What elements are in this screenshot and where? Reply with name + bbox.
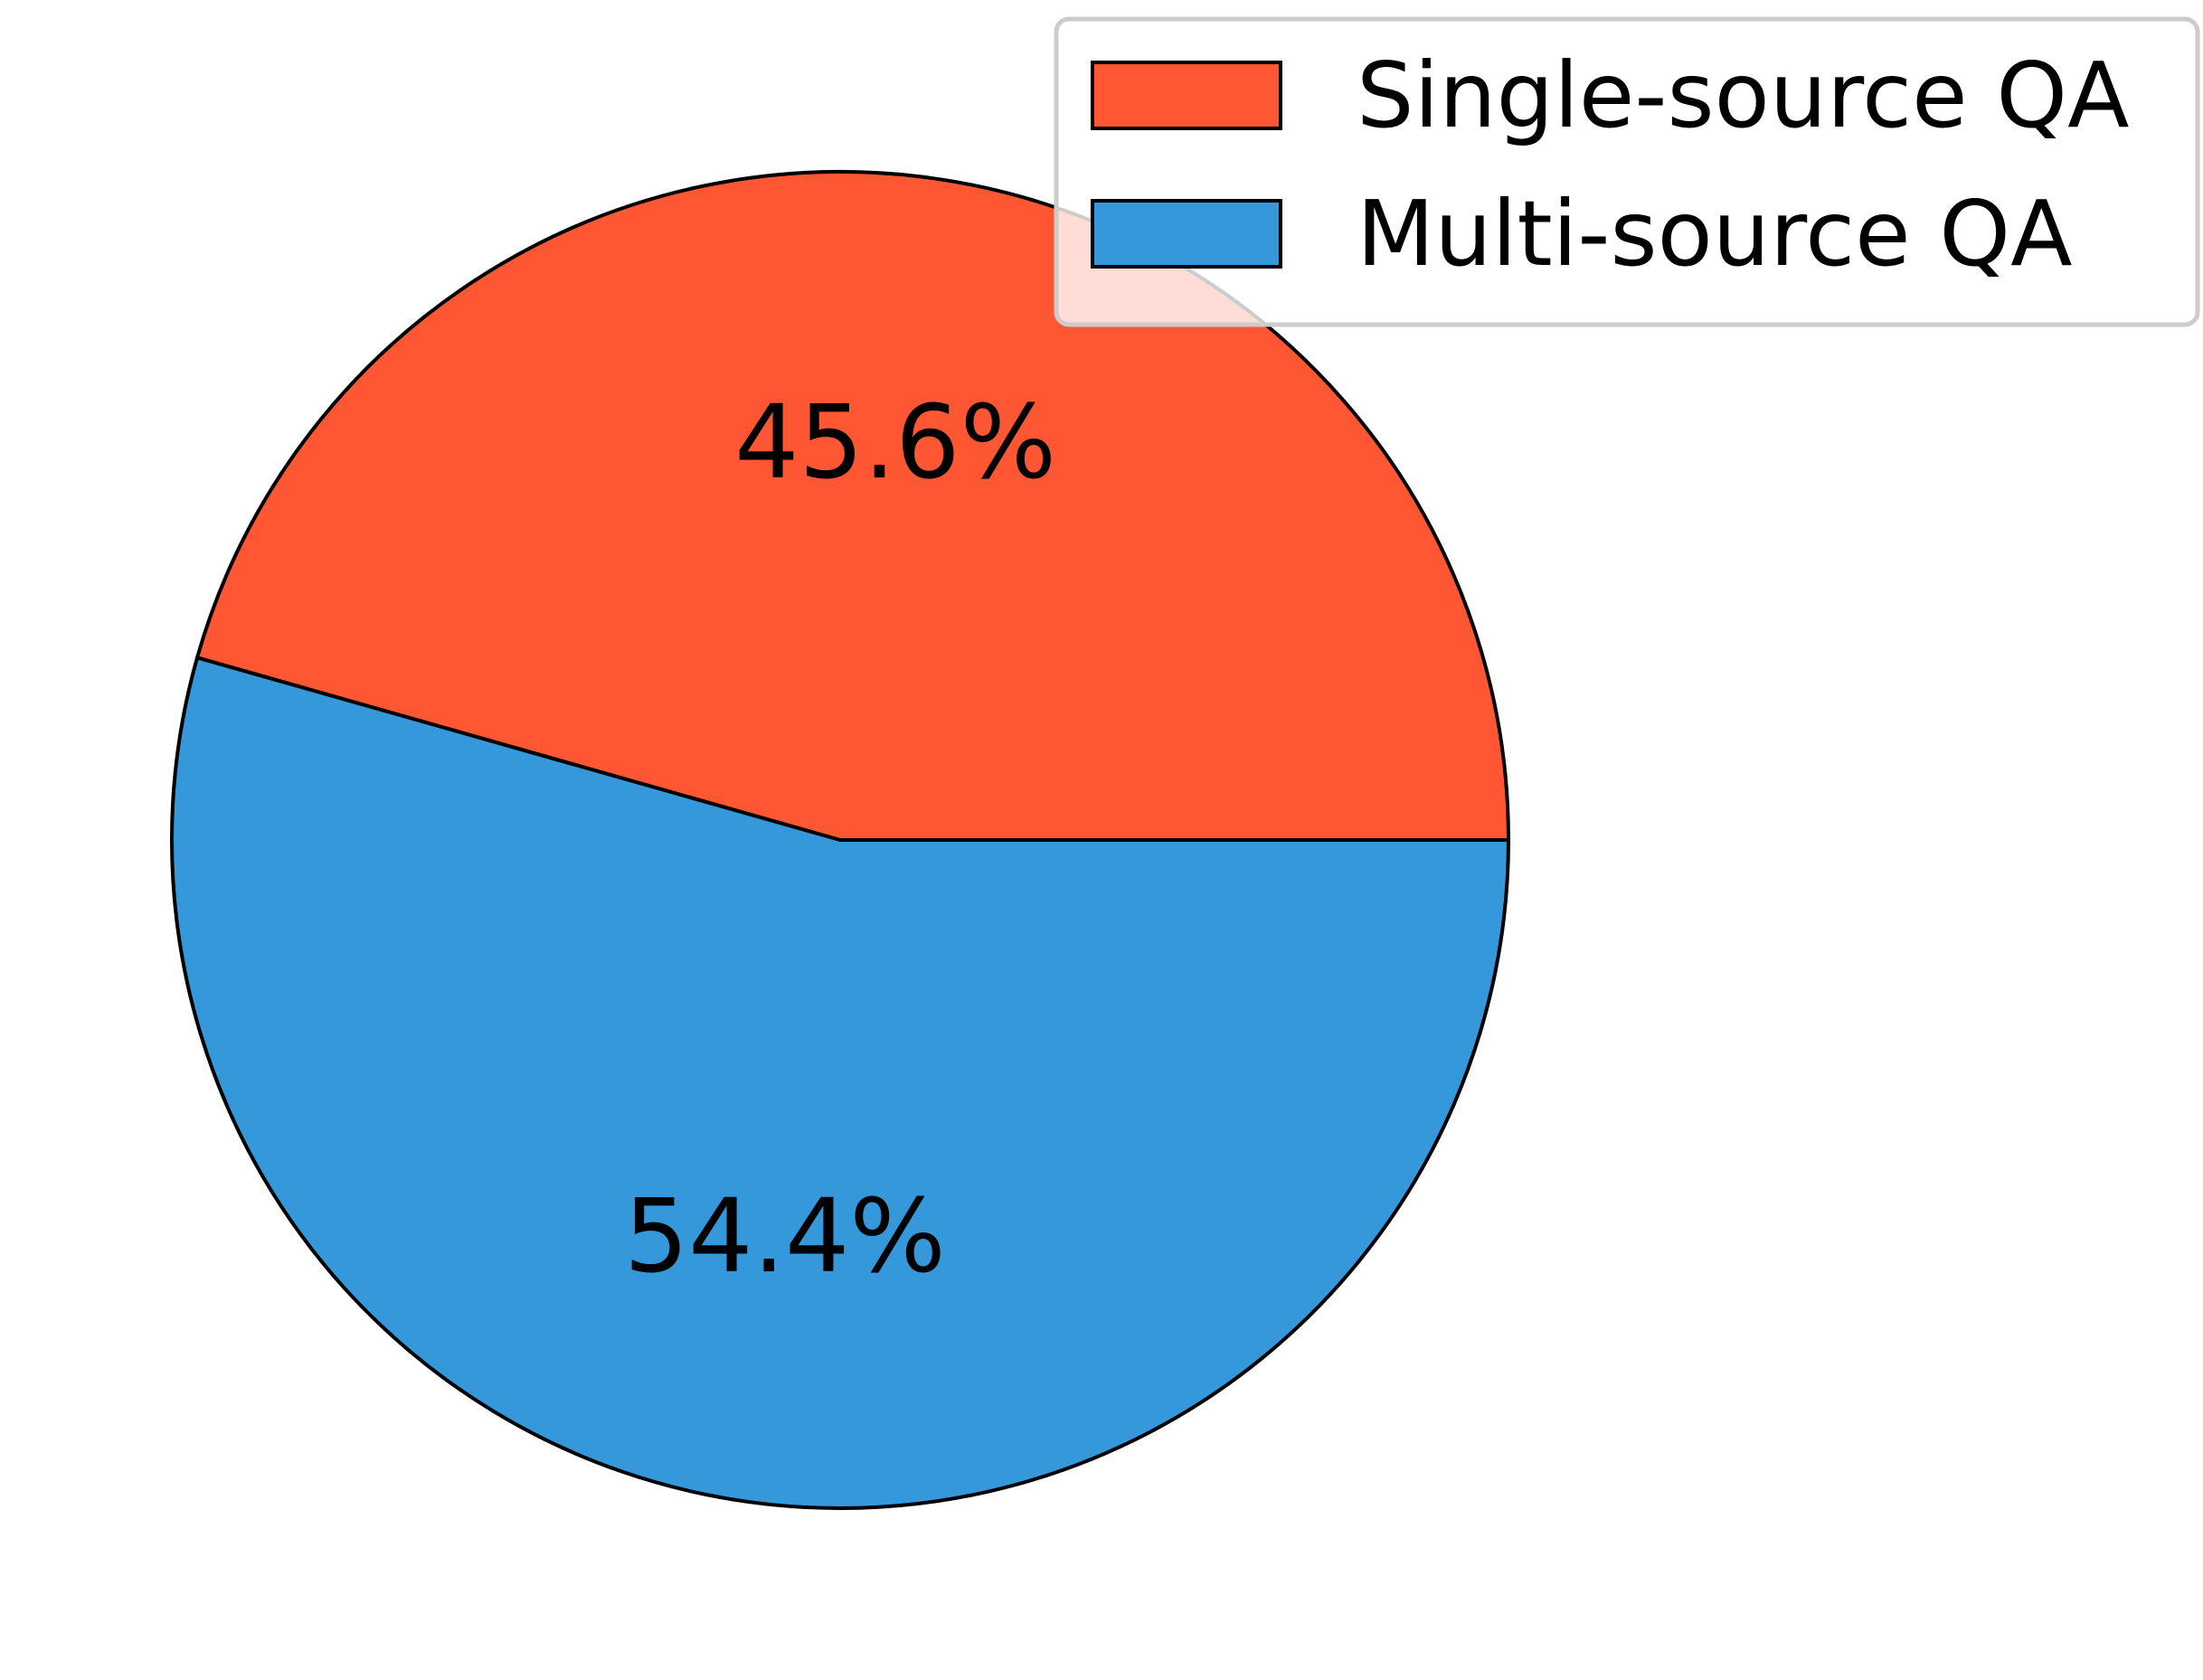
pie-slice-single-source-qa	[195, 170, 1510, 842]
legend: Single-source QA Multi-source QA	[1054, 16, 2200, 327]
legend-label-multi-source: Multi-source QA	[1357, 181, 2073, 287]
legend-label-single-source: Single-source QA	[1357, 42, 2130, 148]
pie-percent-label-0: 45.6%	[734, 384, 1056, 502]
pie-slice-multi-source-qa	[170, 656, 1510, 1510]
legend-swatch-multi-source	[1091, 199, 1282, 269]
pie-percent-labels: 45.6% 54.4%	[624, 384, 1056, 1296]
pie-percent-label-1: 54.4%	[624, 1178, 946, 1296]
legend-swatch-single-source	[1091, 61, 1282, 130]
legend-frame	[1054, 16, 2200, 327]
pie-slices	[170, 170, 1510, 1510]
